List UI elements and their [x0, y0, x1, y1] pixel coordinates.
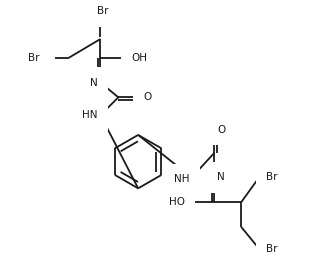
- Text: OH: OH: [131, 53, 147, 63]
- Text: O: O: [217, 125, 226, 135]
- Text: Br: Br: [97, 6, 108, 16]
- Text: O: O: [143, 92, 151, 102]
- Text: NH: NH: [174, 174, 190, 184]
- Text: Br: Br: [28, 53, 39, 63]
- Text: Br: Br: [266, 172, 277, 182]
- Text: N: N: [217, 172, 225, 182]
- Text: HN: HN: [82, 110, 98, 120]
- Text: Br: Br: [266, 244, 277, 254]
- Text: HO: HO: [169, 197, 185, 207]
- Text: N: N: [90, 77, 98, 87]
